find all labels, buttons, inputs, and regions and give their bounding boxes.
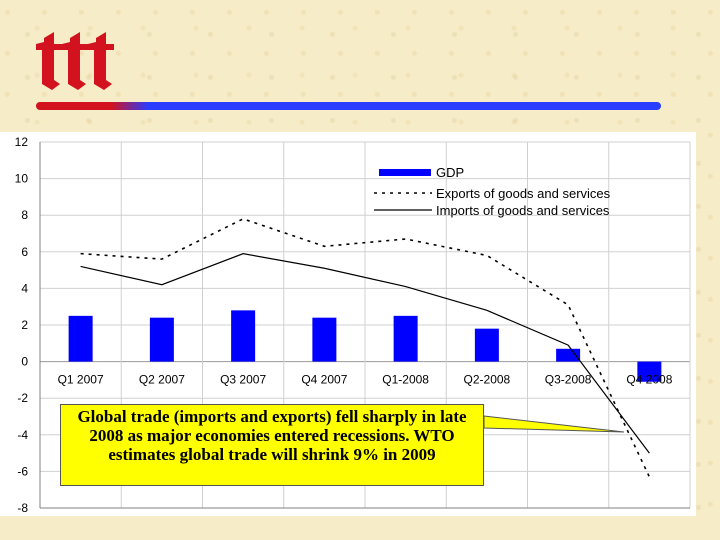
legend-exports-label: Exports of goods and services [436, 186, 611, 201]
x-tick-label: Q2 2007 [139, 373, 185, 387]
y-tick-label: 0 [21, 355, 28, 369]
gdp-bar [231, 310, 256, 362]
x-tick-labels: Q1 2007 Q2 2007 Q3 2007 Q4 2007 Q1-2008 Q2-20… [58, 373, 673, 387]
header-rule [36, 102, 661, 110]
itt-logo-icon [36, 32, 114, 90]
y-tick-label: 6 [21, 245, 28, 259]
gdp-bar [68, 315, 93, 362]
legend-gdp-label: GDP [436, 165, 464, 180]
x-tick-label: Q4 2007 [301, 373, 347, 387]
y-tick-label: -2 [17, 391, 28, 405]
imports-line [80, 253, 650, 454]
axis-layer [39, 142, 690, 509]
x-tick-label: Q1-2008 [382, 373, 429, 387]
y-tick-label: -6 [17, 464, 28, 478]
y-tick-label: -4 [17, 428, 28, 442]
y-tick-label: 8 [21, 208, 28, 222]
y-tick-labels: 12 10 8 6 4 2 0 -2 -4 -6 -8 [15, 135, 29, 515]
legend-gdp-swatch [379, 169, 431, 176]
y-tick-label: 10 [15, 172, 29, 186]
lines-layer [80, 217, 651, 478]
y-tick-label: 4 [21, 281, 28, 295]
gdp-bar [637, 361, 662, 382]
gdp-bar [312, 317, 337, 362]
annotation-callout: Global trade (imports and exports) fell … [60, 404, 484, 486]
x-tick-label: Q1 2007 [58, 373, 104, 387]
gdp-bar [474, 328, 499, 362]
y-tick-label: -8 [17, 501, 28, 515]
callout-text: Global trade (imports and exports) fell … [77, 407, 467, 464]
x-tick-label: Q4 2008 [626, 373, 672, 387]
y-tick-label: 12 [15, 135, 29, 149]
gdp-bar [556, 348, 581, 362]
x-tick-label: Q2-2008 [464, 373, 511, 387]
legend: GDP Exports of goods and services Import… [374, 165, 611, 218]
gdp-bar [149, 317, 174, 362]
gdp-bar [393, 315, 418, 362]
x-tick-label: Q3-2008 [545, 373, 592, 387]
x-tick-label: Q3 2007 [220, 373, 266, 387]
bars-layer [68, 310, 662, 382]
exports-line [80, 217, 651, 478]
y-tick-label: 2 [21, 318, 28, 332]
legend-imports-label: Imports of goods and services [436, 203, 610, 218]
